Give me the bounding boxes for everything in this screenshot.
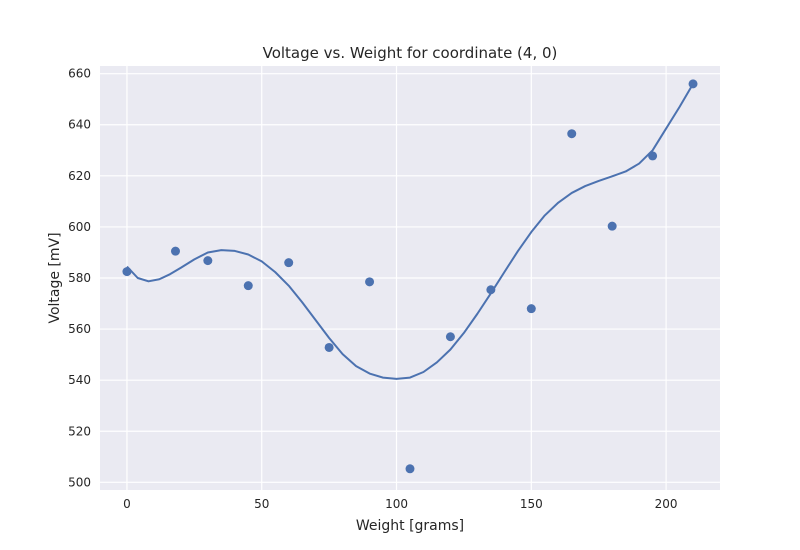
x-ticks: 0 50 100 150 200 <box>123 497 677 511</box>
fit-line-layer <box>126 83 694 380</box>
y-tick-label: 600 <box>68 220 91 234</box>
y-tick-label: 660 <box>68 67 91 81</box>
y-tick-label: 500 <box>68 475 91 489</box>
y-tick-label: 620 <box>68 169 91 183</box>
data-point <box>170 246 180 256</box>
chart-title: Voltage vs. Weight for coordinate (4, 0) <box>263 44 558 62</box>
data-point <box>203 256 213 266</box>
y-tick-label: 580 <box>68 271 91 285</box>
x-tick-label: 50 <box>254 497 269 511</box>
data-point <box>567 129 577 139</box>
y-axis-label: Voltage [mV] <box>47 232 63 323</box>
x-tick-label: 100 <box>385 497 408 511</box>
data-point <box>445 332 455 342</box>
y-tick-label: 560 <box>68 322 91 336</box>
x-tick-label: 150 <box>520 497 543 511</box>
data-point <box>365 277 375 287</box>
fit-line <box>126 83 694 380</box>
data-point <box>243 281 253 291</box>
grid <box>100 66 720 490</box>
data-point <box>486 285 496 295</box>
data-point <box>122 267 132 277</box>
data-point <box>648 151 658 161</box>
data-point <box>526 304 536 314</box>
y-ticks: 500 520 540 560 580 600 620 640 660 <box>68 67 91 490</box>
x-tick-label: 200 <box>655 497 678 511</box>
scatter-points <box>122 79 698 474</box>
data-point <box>284 258 294 268</box>
data-point <box>324 342 334 352</box>
data-point <box>405 464 415 474</box>
y-tick-label: 640 <box>68 118 91 132</box>
x-axis-label: Weight [grams] <box>356 518 464 534</box>
y-tick-label: 540 <box>68 373 91 387</box>
data-point <box>688 79 698 89</box>
y-tick-label: 520 <box>68 424 91 438</box>
x-tick-label: 0 <box>123 497 131 511</box>
data-point <box>607 221 617 231</box>
